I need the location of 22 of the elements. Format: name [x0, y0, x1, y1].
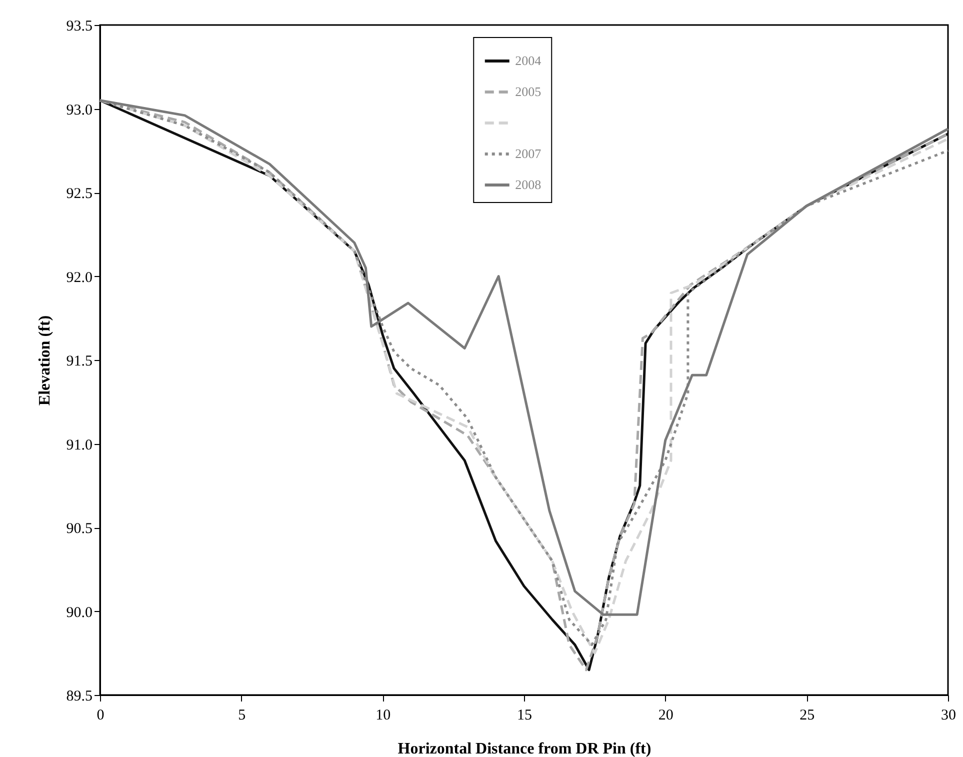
x-tick-label: 30	[941, 708, 956, 724]
legend-label: 2007	[515, 146, 542, 161]
legend-label: 2008	[515, 177, 542, 192]
y-tick-label: 91.5	[66, 354, 92, 370]
x-tick-label: 15	[517, 708, 532, 724]
y-tick-label: 90.5	[66, 521, 92, 537]
legend-label: 2005	[515, 84, 542, 99]
y-tick-label: 93.5	[66, 18, 92, 34]
y-tick-label: 93.0	[66, 102, 92, 118]
legend-label: 2004	[515, 53, 542, 68]
x-tick-label: 0	[96, 708, 104, 724]
x-tick-label: 25	[800, 708, 815, 724]
x-tick-label: 20	[658, 708, 674, 724]
x-tick-label: 10	[376, 708, 391, 724]
x-tick-label: 5	[238, 708, 246, 724]
y-tick-label: 90.0	[66, 604, 92, 621]
y-tick-label: 89.5	[66, 688, 92, 704]
x-axis-title: Horizontal Distance from DR Pin (ft)	[398, 740, 652, 757]
y-axis-title: Elevation (ft)	[36, 315, 54, 406]
y-tick-label: 92.5	[66, 186, 92, 202]
y-tick-label: 92.0	[66, 270, 92, 286]
y-tick-label: 91.0	[66, 437, 92, 454]
